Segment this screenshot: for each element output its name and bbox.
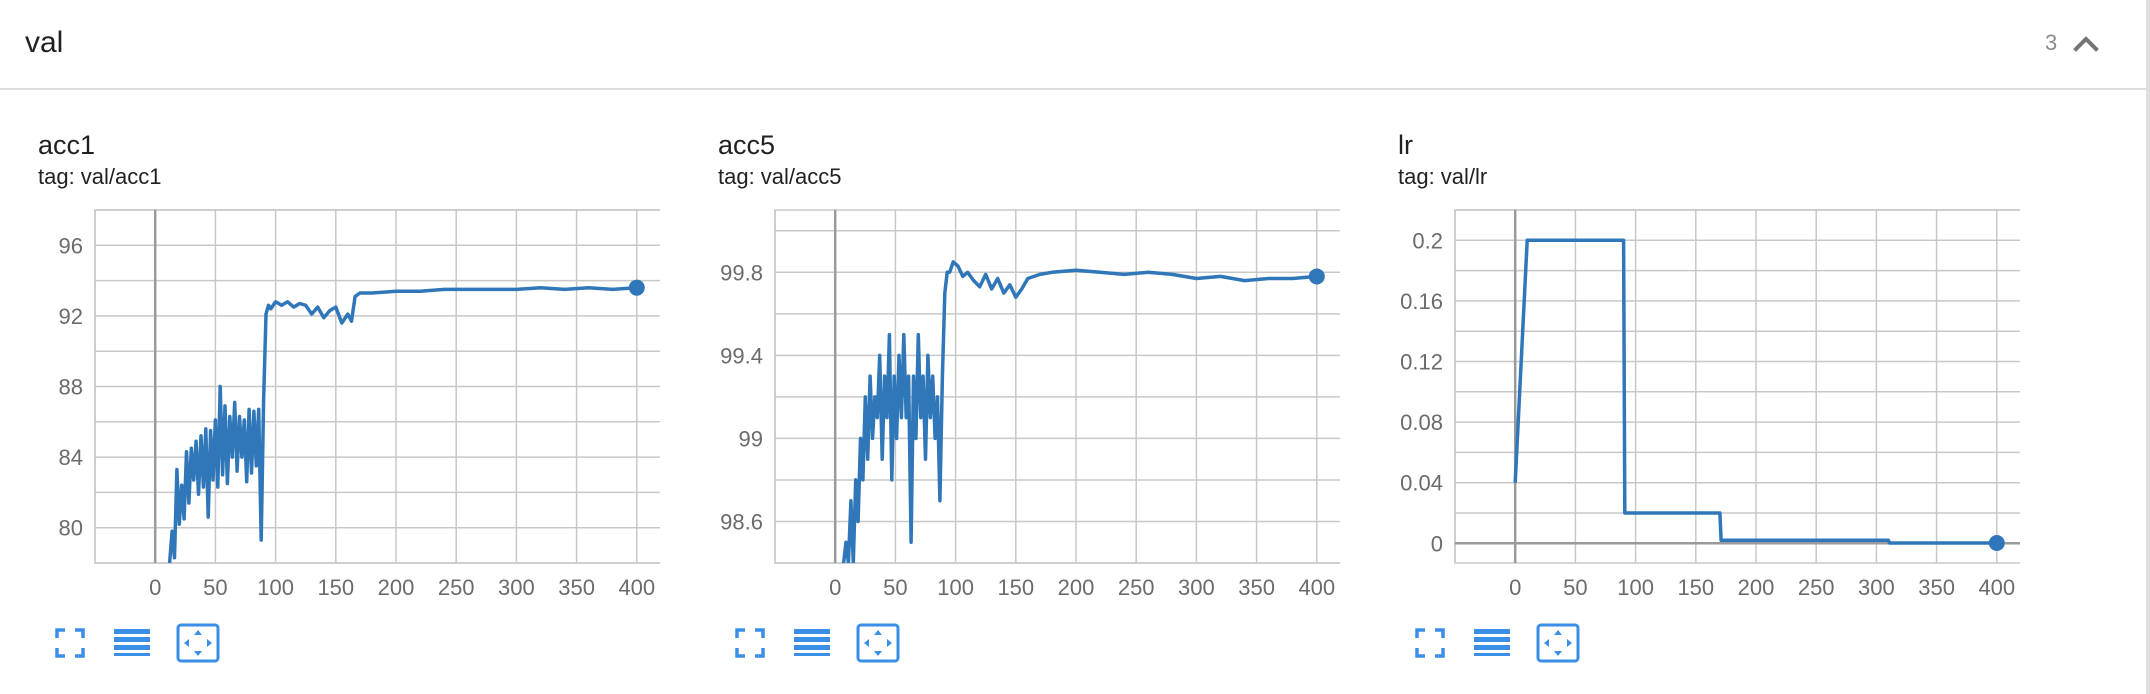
y-tick-label: 92 [59, 304, 83, 329]
chart-card-lr: lr tag: val/lr 0 50 100 150 200 250 300 350 400 0… [1360, 90, 2020, 694]
series-line [1513, 238, 1997, 545]
x-tick-label: 250 [438, 575, 475, 600]
y-tick-label: 80 [59, 516, 83, 541]
fullscreen-icon[interactable] [1410, 623, 1450, 663]
fit-domain-icon[interactable] [1536, 623, 1580, 663]
chart-card-acc1: acc1 tag: val/acc1 0 50 100 150 200 250 300 350… [0, 90, 660, 694]
chart-title: acc1 [38, 130, 96, 160]
fit-domain-icon[interactable] [856, 623, 900, 663]
series-last-point [628, 279, 645, 296]
plot-frame [94, 209, 660, 564]
x-tick-label: 300 [1858, 575, 1895, 600]
chart-card-acc5: acc5 tag: val/acc5 0 50 100 150 200 250 300 350… [680, 90, 1340, 694]
x-tick-label: 100 [937, 575, 974, 600]
line-chart-acc1[interactable]: 0 50 100 150 200 250 300 350 400 80 84 88 92 96 [0, 90, 660, 610]
y-tick-label: 0 [1431, 531, 1443, 556]
series-last-point [1308, 268, 1325, 285]
x-tick-label: 200 [1738, 575, 1775, 600]
chart-toolbar [730, 623, 950, 663]
y-tick-label: 0.16 [1400, 289, 1443, 314]
y-tick-label: 99 [739, 426, 763, 451]
x-tick-label: 150 [997, 575, 1034, 600]
x-tick-label: 300 [498, 575, 535, 600]
chevron-up-icon[interactable] [2068, 26, 2104, 62]
section-count: 3 [2045, 30, 2058, 55]
x-tick-label: 100 [257, 575, 294, 600]
x-tick-label: 300 [1178, 575, 1215, 600]
y-tick-label: 0.08 [1400, 410, 1443, 435]
x-tick-label: 400 [618, 575, 655, 600]
toggle-log-scale-icon[interactable] [1472, 623, 1512, 663]
series-line [841, 260, 1317, 563]
x-tick-label: 50 [1563, 575, 1587, 600]
chart-title: lr [1398, 130, 1413, 160]
y-tick-label: 0.04 [1400, 471, 1443, 496]
plot-frame [774, 209, 1340, 564]
x-tick-label: 150 [317, 575, 354, 600]
x-tick-label: 200 [378, 575, 415, 600]
y-tick-label: 0.12 [1400, 350, 1443, 375]
x-tick-label: 350 [1238, 575, 1275, 600]
x-tick-label: 100 [1617, 575, 1654, 600]
y-tick-label: 84 [59, 445, 83, 470]
x-tick-label: 250 [1118, 575, 1155, 600]
x-tick-label: 350 [558, 575, 595, 600]
fit-domain-icon[interactable] [176, 623, 220, 663]
x-tick-label: 250 [1798, 575, 1835, 600]
series-last-point [1988, 535, 2005, 552]
chart-tag: tag: val/lr [1398, 164, 1488, 189]
chart-toolbar [1410, 623, 1630, 663]
chart-toolbar [50, 623, 270, 663]
x-tick-label: 350 [1918, 575, 1955, 600]
x-tick-label: 200 [1058, 575, 1095, 600]
y-tick-label: 88 [59, 375, 83, 400]
toggle-log-scale-icon[interactable] [112, 623, 152, 663]
x-tick-label: 400 [1978, 575, 2015, 600]
x-tick-label: 0 [829, 575, 841, 600]
y-tick-label: 99.4 [720, 343, 763, 368]
fullscreen-icon[interactable] [50, 623, 90, 663]
x-tick-label: 50 [203, 575, 227, 600]
toggle-log-scale-icon[interactable] [792, 623, 832, 663]
section-header[interactable]: val 3 [0, 0, 2150, 90]
series-line [167, 285, 637, 563]
fullscreen-icon[interactable] [730, 623, 770, 663]
y-tick-label: 0.2 [1412, 228, 1443, 253]
plot-frame [1454, 209, 2020, 564]
x-tick-label: 150 [1677, 575, 1714, 600]
line-chart-acc5[interactable]: 0 50 100 150 200 250 300 350 400 98.6 99 99.4 99.8 [680, 90, 1340, 610]
chart-tag: tag: val/acc1 [38, 164, 162, 189]
y-tick-label: 99.8 [720, 260, 763, 285]
x-tick-label: 0 [1509, 575, 1521, 600]
line-chart-lr[interactable]: 0 50 100 150 200 250 300 350 400 0 0.04 0.08 0.12 0.1… [1360, 90, 2020, 610]
y-tick-label: 96 [59, 233, 83, 258]
chart-tag: tag: val/acc5 [718, 164, 842, 189]
x-tick-label: 0 [149, 575, 161, 600]
x-tick-label: 400 [1298, 575, 1335, 600]
charts-container: acc1 tag: val/acc1 0 50 100 150 200 250 300 350… [0, 90, 2150, 694]
section-title: val [25, 26, 64, 59]
x-tick-label: 50 [883, 575, 907, 600]
y-tick-label: 98.6 [720, 509, 763, 534]
chart-title: acc5 [718, 130, 776, 160]
